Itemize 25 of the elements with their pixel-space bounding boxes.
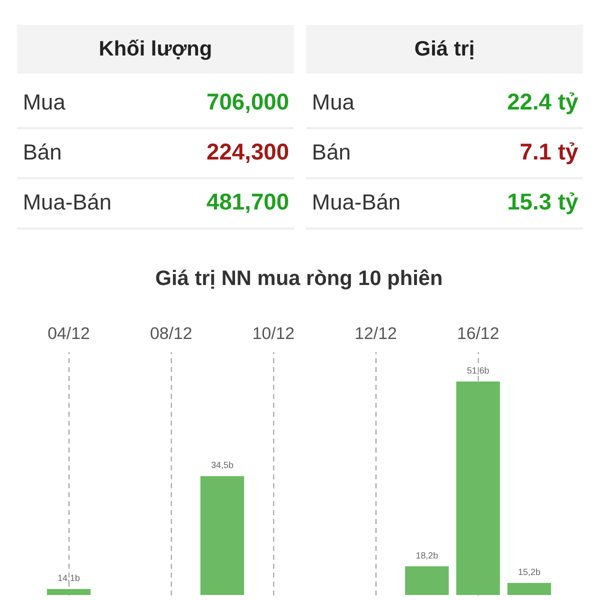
- data-label: 18,2b: [416, 550, 438, 560]
- text: 22.4 tỷ: [507, 88, 578, 114]
- text: Bán: [312, 139, 351, 164]
- text: Mua-Bán: [22, 190, 112, 215]
- x-tick-label: 04/12: [48, 324, 90, 344]
- text: 15.3 tỷ: [507, 188, 578, 215]
- text: Bán: [22, 139, 62, 164]
- data-label: 15,2b: [518, 566, 540, 577]
- text: 481,700: [206, 188, 290, 215]
- text: Khối lượng: [98, 38, 212, 61]
- x-tick-label: 16/12: [456, 324, 500, 344]
- text: Mua-Bán: [312, 190, 401, 215]
- data-label: 51,6b: [466, 366, 490, 376]
- text: 224,300: [206, 138, 290, 164]
- x-tick-label: 12/12: [354, 324, 397, 344]
- text: 7.1 tỷ: [520, 138, 578, 164]
- data-label: 14,1b: [58, 572, 80, 583]
- text: 706,000: [206, 88, 290, 114]
- x-tick-label: 08/12: [150, 324, 192, 344]
- text: Mua: [22, 89, 66, 114]
- x-tick-label: 10/12: [252, 324, 295, 344]
- data-label: 34,5b: [211, 460, 234, 470]
- chart-title: Giá trị NN mua ròng 10 phiên: [155, 267, 443, 290]
- text: Mua: [312, 89, 356, 114]
- text: Giá trị: [414, 38, 475, 61]
